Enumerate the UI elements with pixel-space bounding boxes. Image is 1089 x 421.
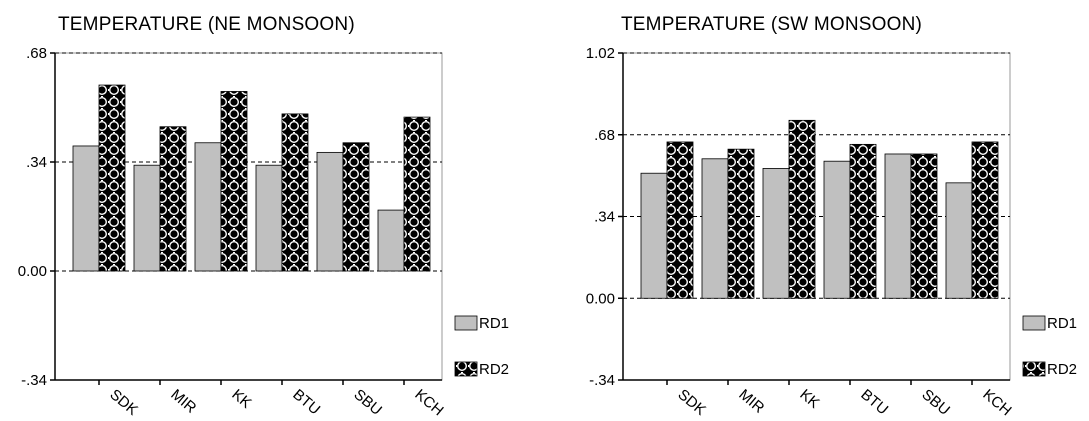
bar-rd1-btu [255, 164, 283, 272]
x-tick-label: KK [796, 386, 822, 412]
x-tick-label: BTU [289, 386, 323, 418]
x-tick-label: SDK [674, 386, 709, 419]
bar-rd2-kk [788, 119, 816, 299]
y-tick-label: 0.00 [18, 263, 47, 280]
bar-rd1-sdk [640, 172, 668, 299]
bar-rd2-sbu [342, 142, 370, 272]
legend-label-rd2: RD2 [1047, 361, 1077, 378]
x-tick-label: KCH [979, 386, 1014, 419]
x-tick-label: SDK [106, 386, 141, 419]
bar-rd2-kk [220, 91, 248, 272]
bar-rd2-sdk [666, 141, 694, 299]
y-tick-label: .34 [26, 154, 47, 171]
bar-rd2-mir [159, 126, 187, 272]
x-tick-label: SBU [350, 386, 385, 419]
y-tick-label: -.34 [589, 372, 615, 389]
sw-monsoon-panel: TEMPERATURE (SW MONSOON) -.34 0.00 .34 .68 1… [545, 0, 1089, 421]
bar-rd1-sdk [72, 145, 100, 272]
chart-title: TEMPERATURE (NE MONSOON) [58, 14, 355, 35]
bar-rd1-btu [823, 160, 851, 299]
bar-rd1-kk [762, 168, 790, 299]
bar-rd1-kch [945, 182, 973, 299]
legend-swatch-rd2 [454, 361, 478, 377]
bar-rd1-sbu [316, 151, 344, 272]
legend-swatch-rd1 [1022, 315, 1046, 331]
y-tick-label: .68 [26, 45, 47, 62]
bar-rd1-mir [133, 164, 161, 272]
bar-rd2-btu [849, 143, 877, 299]
bar-rd1-sbu [884, 153, 912, 299]
bar-rd2-sdk [98, 84, 126, 272]
x-tick-label: MIR [167, 386, 199, 417]
bar-rd2-sbu [910, 153, 938, 299]
chart-title: TEMPERATURE (SW MONSOON) [621, 14, 923, 35]
bar-rd1-mir [701, 158, 729, 299]
ne-monsoon-panel: TEMPERATURE (NE MONSOON) -.34 0.00 .34 .68 S… [0, 0, 544, 421]
legend-swatch-rd1 [454, 315, 478, 331]
x-tick-label: SBU [918, 386, 953, 419]
x-tick-label: KCH [411, 386, 446, 419]
legend-label-rd1: RD1 [479, 315, 509, 332]
bar-rd2-kch [403, 116, 431, 272]
y-tick-label: .34 [594, 209, 615, 226]
legend-label-rd2: RD2 [479, 361, 509, 378]
ne-monsoon-chart: -.34 0.00 .34 .68 SDK MIR KK BTU SBU KCH RD1 RD2 [18, 45, 509, 419]
bar-rd1-kch [377, 209, 405, 272]
sw-monsoon-chart: -.34 0.00 .34 .68 1.02 SDK MIR KK BTU SBU KCH RD1 RD… [586, 45, 1077, 419]
bar-rd2-btu [281, 113, 309, 272]
legend-swatch-rd2 [1022, 361, 1046, 377]
legend-label-rd1: RD1 [1047, 315, 1077, 332]
x-tick-label: BTU [857, 386, 891, 418]
y-tick-label: .68 [594, 127, 615, 144]
y-tick-label: 0.00 [586, 290, 615, 307]
bar-rd2-mir [727, 148, 755, 299]
bar-rd2-kch [971, 141, 999, 299]
bar-rd1-kk [194, 142, 222, 272]
y-tick-label: 1.02 [586, 45, 615, 62]
x-tick-label: KK [228, 386, 254, 412]
y-tick-label: -.34 [21, 372, 47, 389]
x-tick-label: MIR [735, 386, 767, 417]
